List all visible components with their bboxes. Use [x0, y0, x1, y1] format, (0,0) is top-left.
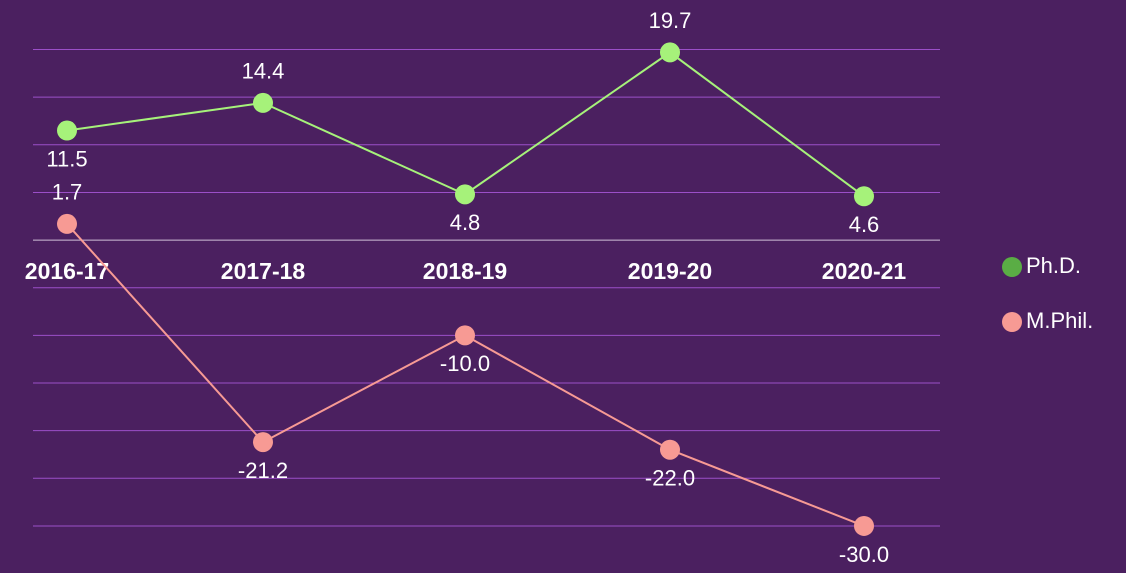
data-label: 19.7 — [649, 8, 692, 33]
legend-label: M.Phil. — [1026, 308, 1093, 333]
data-point — [660, 42, 680, 63]
data-point — [57, 213, 77, 234]
data-label: -10.0 — [440, 351, 490, 376]
data-point — [854, 515, 874, 536]
x-tick-label: 2017-18 — [221, 258, 306, 284]
x-tick-label: 2019-20 — [628, 258, 712, 284]
x-tick-label: 2016-17 — [25, 258, 109, 284]
x-tick-label: 2018-19 — [423, 258, 507, 284]
legend-marker — [1002, 312, 1022, 332]
data-label: 4.6 — [849, 212, 880, 237]
data-label: 14.4 — [242, 59, 285, 84]
data-point — [854, 186, 874, 207]
data-point — [57, 120, 77, 141]
data-point — [660, 439, 680, 460]
data-label: -22.0 — [645, 466, 695, 491]
legend-label: Ph.D. — [1026, 253, 1081, 278]
data-label: 4.8 — [450, 210, 481, 235]
data-point — [455, 184, 475, 205]
data-label: -21.2 — [238, 458, 288, 483]
legend-marker — [1002, 257, 1022, 277]
data-point — [455, 325, 475, 346]
data-point — [253, 92, 273, 113]
data-label: 11.5 — [46, 146, 87, 171]
data-label: -30.0 — [839, 542, 889, 567]
x-tick-label: 2020-21 — [822, 258, 907, 284]
data-point — [253, 432, 273, 453]
series-line — [66, 51, 865, 198]
data-label: 1.7 — [52, 180, 83, 205]
